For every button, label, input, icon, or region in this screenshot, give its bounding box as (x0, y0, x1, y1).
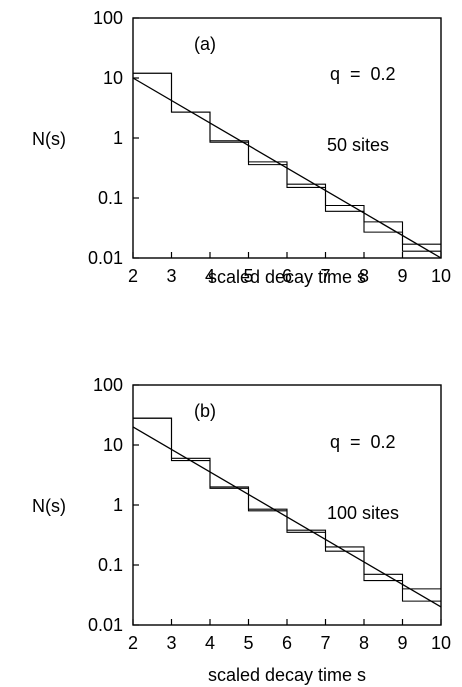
panel-a-y-tick-label: 10 (103, 68, 123, 88)
panel-a-x-axis-title: scaled decay time s (208, 267, 366, 287)
panel-a-x-tick-label: 2 (128, 266, 138, 286)
panel-b-x-tick-label: 2 (128, 633, 138, 653)
panel-b-x-axis-title: scaled decay time s (208, 665, 366, 685)
panel-a-annotation-2: 50 sites (327, 135, 389, 155)
panel-a-x-tick-label: 7 (320, 266, 330, 286)
panel-b-x-tick-label: 5 (243, 633, 253, 653)
panel-b-x-tick-label: 7 (320, 633, 330, 653)
panel-b-y-tick-label: 0.01 (88, 615, 123, 635)
panel-b-x-tick-label: 8 (359, 633, 369, 653)
panel-a-x-tick-label: 9 (397, 266, 407, 286)
panel-a-x-tick-label: 4 (205, 266, 215, 286)
panel-b-y-tick-label: 0.1 (98, 555, 123, 575)
panel-b-y-tick-label: 100 (93, 375, 123, 395)
panel-b-x-tick-label: 6 (282, 633, 292, 653)
panel-b-annotation-1: q = 0.2 (330, 432, 396, 452)
panel-b-y-tick-label: 1 (113, 495, 123, 515)
panel-a-x-tick-label: 6 (282, 266, 292, 286)
panel-a-x-tick-label: 10 (431, 266, 451, 286)
panel-b-x-tick-label: 3 (166, 633, 176, 653)
panel-a-step-series-1 (133, 72, 441, 245)
panel-a-y-axis-title: N(s) (32, 129, 66, 149)
panel-b-panel-label: (b) (194, 401, 216, 421)
panel-a-x-tick-label: 8 (359, 266, 369, 286)
panel-b-x-tick-label: 4 (205, 633, 215, 653)
panel-a-y-tick-label: 100 (93, 8, 123, 28)
panel-a-y-tick-label: 0.1 (98, 188, 123, 208)
panel-a-x-tick-label: 3 (166, 266, 176, 286)
panel-b-x-tick-label: 10 (431, 633, 451, 653)
panel-b-y-axis-title: N(s) (32, 496, 66, 516)
panel-a-x-tick-label: 5 (243, 266, 253, 286)
panel-a-annotation-1: q = 0.2 (330, 64, 396, 84)
panel-a-y-tick-label: 0.01 (88, 248, 123, 268)
panel-b-annotation-2: 100 sites (327, 503, 399, 523)
panel-a-panel-label: (a) (194, 34, 216, 54)
panel-b-x-tick-label: 9 (397, 633, 407, 653)
panel-a-y-tick-label: 1 (113, 128, 123, 148)
panel-b-fit-line (132, 426, 442, 608)
panel-a-fit-line (132, 77, 442, 259)
panel-b-y-tick-label: 10 (103, 435, 123, 455)
panel-a-step-series-2 (133, 72, 441, 252)
